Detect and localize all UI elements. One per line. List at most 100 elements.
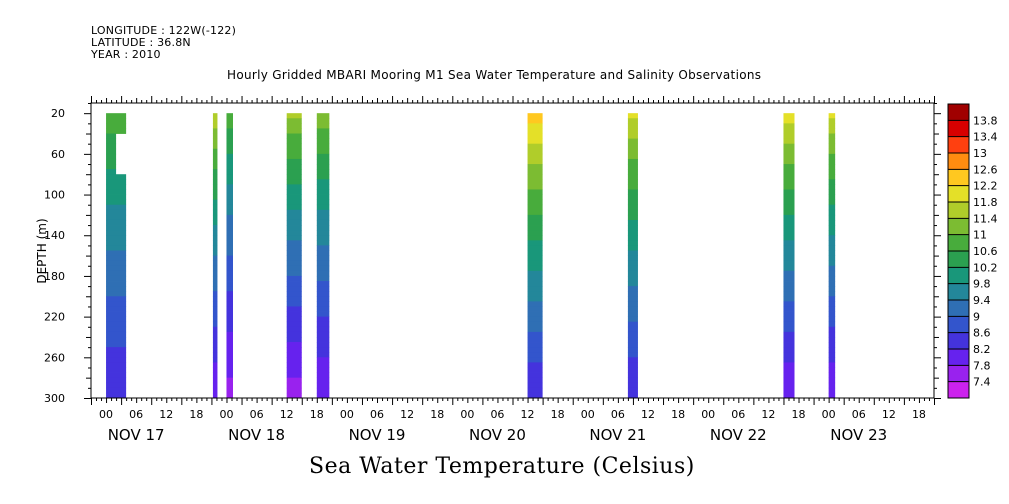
data-column-8 (828, 143, 836, 150)
data-column-8 (828, 362, 836, 368)
x-hour-label: 18 (912, 408, 926, 421)
data-column-3 (286, 326, 302, 333)
data-column-0 (106, 270, 127, 277)
data-column-5 (527, 382, 543, 389)
data-column-6 (627, 347, 638, 353)
data-column-4 (316, 296, 330, 302)
data-column-2 (226, 133, 233, 140)
data-column-6 (627, 306, 638, 312)
x-day-label: NOV 18 (228, 426, 285, 444)
data-column-2 (226, 209, 233, 216)
data-column-3 (286, 240, 302, 246)
x-day-label: NOV 20 (469, 426, 526, 444)
data-column-1 (212, 265, 218, 272)
data-column-7 (783, 143, 795, 150)
data-column-0 (106, 382, 127, 389)
data-column-2 (226, 250, 233, 256)
data-column-5 (527, 321, 543, 328)
data-column-5 (527, 219, 543, 226)
data-column-7 (783, 240, 795, 246)
data-column-8 (828, 326, 836, 333)
data-column-8 (828, 174, 836, 180)
data-column-4 (316, 199, 330, 206)
data-column-4 (316, 128, 330, 134)
data-column-8 (828, 260, 836, 267)
data-column-3 (286, 362, 302, 368)
x-hour-label: 12 (521, 408, 535, 421)
data-column-4 (316, 169, 330, 175)
data-column-5 (527, 118, 543, 124)
y-tick-label: 60 (51, 148, 65, 161)
data-column-2 (226, 113, 233, 119)
x-hour-label: 00 (460, 408, 474, 421)
data-column-2 (226, 240, 233, 246)
data-column-8 (828, 133, 836, 140)
data-column-2 (226, 387, 233, 394)
data-column-7 (783, 209, 795, 216)
data-column-1 (212, 296, 218, 302)
data-column-4 (316, 204, 330, 211)
data-column-7 (783, 321, 795, 328)
data-column-0 (106, 204, 127, 211)
data-column-0 (106, 113, 127, 119)
data-column-8 (828, 392, 836, 399)
data-column-0 (106, 184, 127, 190)
data-column-6 (627, 158, 638, 165)
data-column-6 (627, 382, 638, 389)
data-column-3 (286, 214, 302, 221)
data-column-0 (106, 240, 127, 246)
data-column-8 (828, 164, 836, 170)
data-column-5 (527, 270, 543, 277)
x-hour-label: 12 (400, 408, 414, 421)
data-column-4 (316, 382, 330, 389)
data-column-1 (212, 316, 218, 323)
data-column-2 (226, 255, 233, 262)
data-column-6 (627, 189, 638, 195)
x-hour-label: 06 (731, 408, 745, 421)
data-column-3 (286, 219, 302, 226)
data-column-0 (106, 326, 127, 333)
data-column-6 (627, 138, 638, 145)
colorbar-label: 13.8 (973, 114, 998, 127)
data-column-3 (286, 392, 302, 399)
data-column-0 (106, 219, 127, 226)
data-column-4 (316, 189, 330, 195)
colorbar-label: 12.2 (973, 180, 998, 193)
data-column-3 (286, 331, 302, 338)
data-column-2 (226, 164, 233, 170)
data-column-1 (212, 342, 218, 348)
variable-title: Sea Water Temperature (Celsius) (309, 454, 695, 479)
data-column-1 (212, 194, 218, 201)
colorbar-swatch (948, 349, 969, 366)
data-column-2 (226, 291, 233, 297)
data-column-7 (783, 311, 795, 318)
data-column-5 (527, 245, 543, 251)
data-column-3 (286, 367, 302, 373)
data-column-2 (226, 326, 233, 333)
data-column-1 (212, 138, 218, 145)
data-column-8 (828, 306, 836, 312)
data-column-7 (783, 265, 795, 272)
data-column-4 (316, 118, 330, 124)
data-column-0 (106, 118, 127, 124)
data-column-1 (212, 260, 218, 267)
data-column-7 (783, 367, 795, 373)
data-column-4 (316, 265, 330, 272)
data-column-4 (316, 184, 330, 190)
data-column-8 (828, 265, 836, 272)
data-column-3 (286, 260, 302, 267)
data-column-8 (828, 311, 836, 318)
data-column-4 (316, 133, 330, 140)
x-hour-label: 00 (99, 408, 113, 421)
data-column-6 (627, 260, 638, 267)
data-column-5 (527, 265, 543, 272)
data-column-6 (627, 214, 638, 221)
data-column-4 (316, 209, 330, 216)
data-column-3 (286, 296, 302, 302)
data-column-6 (627, 296, 638, 302)
data-column-5 (527, 357, 543, 363)
data-column-8 (828, 275, 836, 282)
data-column-0 (106, 331, 127, 338)
x-hour-label: 06 (370, 408, 384, 421)
